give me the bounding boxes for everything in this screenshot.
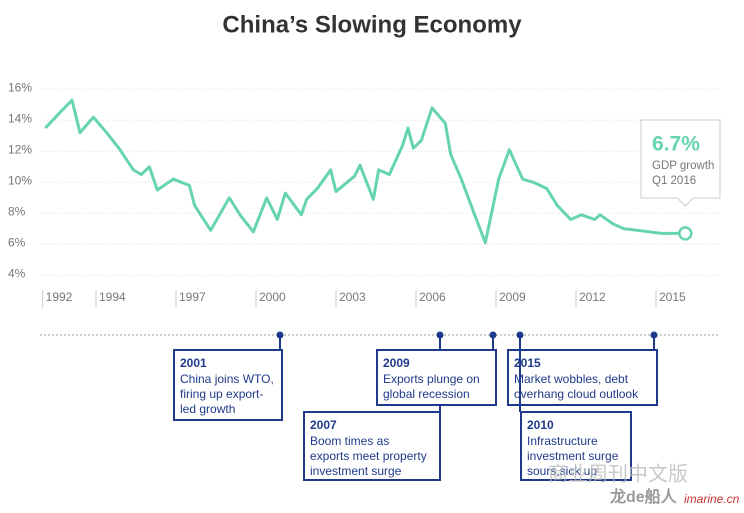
event-box bbox=[303, 411, 441, 481]
chart-title: China’s Slowing Economy bbox=[222, 11, 522, 38]
event-text: Market wobbles, debt bbox=[514, 372, 629, 386]
y-tick-label: 8% bbox=[8, 204, 26, 218]
x-tick-label: 2003 bbox=[339, 290, 366, 304]
callout-text: GDP growth bbox=[652, 160, 714, 172]
event-text: China joins WTO, bbox=[180, 372, 274, 386]
event-dot bbox=[489, 331, 497, 339]
event-text: overhang cloud outlook bbox=[514, 387, 639, 401]
event-year: 2010 bbox=[527, 418, 554, 432]
x-tick-label: 2009 bbox=[499, 290, 526, 304]
watermark: imarine.cn bbox=[684, 492, 740, 506]
x-tick-label: 2012 bbox=[579, 290, 606, 304]
event-year: 2007 bbox=[310, 418, 337, 432]
x-tick-label: 1994 bbox=[99, 290, 126, 304]
y-tick-label: 10% bbox=[8, 173, 32, 187]
event-box bbox=[520, 411, 632, 481]
x-tick-label: 1992 bbox=[46, 290, 73, 304]
event-text: exports meet property bbox=[310, 449, 427, 463]
last-point bbox=[678, 226, 693, 241]
x-tick-label: 1997 bbox=[179, 290, 206, 304]
watermark: 龙de船人 bbox=[609, 487, 678, 506]
event-text: Boom times as bbox=[310, 434, 389, 448]
watermark: 商业周刊中文版 bbox=[548, 462, 688, 485]
event-dot bbox=[436, 331, 444, 339]
callout-text: Q1 2016 bbox=[652, 175, 696, 187]
event-year: 2001 bbox=[180, 356, 207, 370]
y-tick-label: 4% bbox=[8, 266, 26, 280]
event-dot bbox=[276, 331, 284, 339]
callout-value: 6.7% bbox=[652, 133, 700, 156]
event-box bbox=[173, 349, 283, 421]
event-text: global recession bbox=[383, 387, 470, 401]
event-text: investment surge bbox=[310, 464, 402, 478]
event-box bbox=[376, 349, 497, 406]
event-text: firing up export- bbox=[180, 387, 263, 401]
event-year: 2015 bbox=[514, 356, 541, 370]
event-text: led growth bbox=[180, 402, 235, 416]
data-line bbox=[44, 98, 686, 245]
event-text: Exports plunge on bbox=[383, 372, 480, 386]
y-tick-label: 16% bbox=[8, 80, 32, 94]
event-dot bbox=[516, 331, 524, 339]
callout-box bbox=[640, 119, 721, 207]
y-tick-label: 12% bbox=[8, 142, 32, 156]
x-tick-label: 2015 bbox=[659, 290, 686, 304]
event-dot bbox=[650, 331, 658, 339]
y-tick-label: 6% bbox=[8, 235, 26, 249]
event-box bbox=[507, 349, 658, 406]
event-text: Infrastructure bbox=[527, 434, 598, 448]
x-tick-label: 2000 bbox=[259, 290, 286, 304]
x-tick-label: 2006 bbox=[419, 290, 446, 304]
event-year: 2009 bbox=[383, 356, 410, 370]
event-text: investment surge bbox=[527, 449, 619, 463]
event-text: sours,sick up bbox=[527, 464, 597, 478]
y-tick-label: 14% bbox=[8, 111, 32, 125]
